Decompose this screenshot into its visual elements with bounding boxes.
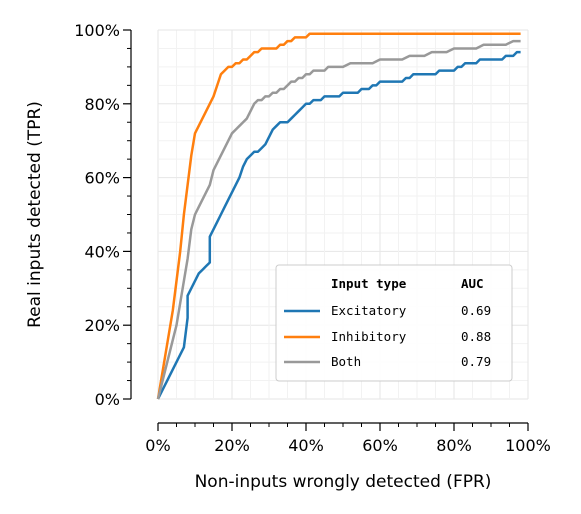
legend-label-inhibitory: Inhibitory xyxy=(331,329,407,344)
series-layer xyxy=(156,32,521,400)
legend-auc-inhibitory: 0.88 xyxy=(461,329,491,344)
y-axis-label: Real inputs detected (TPR) xyxy=(25,101,45,328)
y-tick-label: 60% xyxy=(84,169,120,188)
legend-auc-both: 0.79 xyxy=(461,354,491,369)
ticks: 0% 20% 40% 60% 80% 100% 0% 20% 40% 60% 80% 100% xyxy=(74,21,551,455)
y-tick-label: 80% xyxy=(84,95,120,114)
x-tick-label: 80% xyxy=(436,436,472,455)
legend-box xyxy=(275,264,513,382)
legend-header-type: Input type xyxy=(331,276,407,291)
legend-auc-excitatory: 0.69 xyxy=(461,303,491,318)
x-tick-label: 0% xyxy=(145,436,170,455)
legend-header-auc: AUC xyxy=(461,276,484,291)
series-line-both xyxy=(156,39,521,400)
y-tick-label: 40% xyxy=(84,242,120,261)
x-tick-label: 100% xyxy=(505,436,551,455)
legend-label-excitatory: Excitatory xyxy=(331,303,407,318)
series-line-excitatory xyxy=(156,50,521,400)
y-tick-label: 100% xyxy=(74,21,120,40)
x-tick-label: 40% xyxy=(288,436,324,455)
x-tick-label: 20% xyxy=(214,436,250,455)
legend-label-both: Both xyxy=(331,354,361,369)
y-tick-label: 0% xyxy=(95,390,120,409)
x-tick-label: 60% xyxy=(362,436,398,455)
series-line-inhibitory xyxy=(156,32,521,400)
x-axis-label: Non-inputs wrongly detected (FPR) xyxy=(195,472,492,492)
y-tick-label: 20% xyxy=(84,316,120,335)
legend: Input type AUC Excitatory 0.69 Inhibitor… xyxy=(275,264,513,382)
